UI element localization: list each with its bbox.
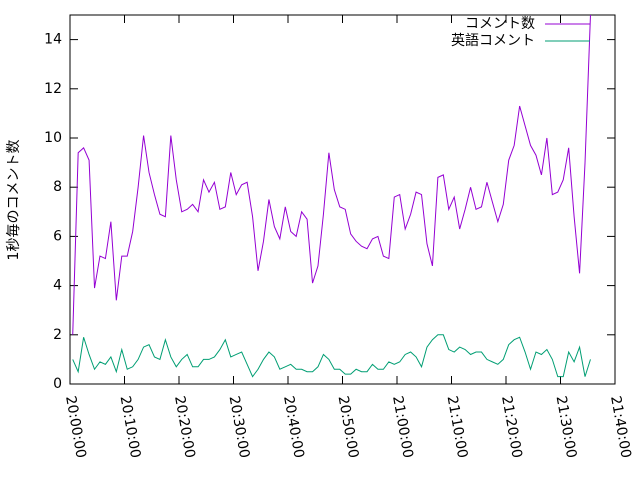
- x-tick-label: 20:20:00: [171, 395, 198, 460]
- x-tick-label: 20:00:00: [62, 395, 89, 460]
- line-series: [72, 14, 591, 335]
- plot-frame: [69, 14, 616, 385]
- line-series: [72, 334, 591, 378]
- x-tick-label: 20:10:00: [117, 395, 144, 460]
- legend-label: コメント数: [465, 16, 535, 32]
- x-tick-label: 21:40:00: [607, 395, 634, 460]
- y-tick-label: 6: [53, 228, 62, 244]
- y-tick-label: 4: [53, 278, 62, 294]
- x-tick-label: 20:30:00: [226, 395, 253, 460]
- y-tick-label: 2: [53, 327, 62, 343]
- y-tick-label: 0: [53, 376, 62, 392]
- y-tick-label: 10: [44, 130, 62, 146]
- y-tick-label: 8: [53, 179, 62, 195]
- x-tick-label: 21:30:00: [553, 395, 580, 460]
- x-tick-label: 20:40:00: [280, 395, 307, 460]
- x-tick-label: 20:50:00: [335, 395, 362, 460]
- x-tick-label: 21:10:00: [444, 395, 471, 460]
- y-tick-label: 12: [44, 81, 62, 97]
- x-tick-label: 21:00:00: [389, 395, 416, 460]
- y-axis-label: 1秒毎のコメント数: [6, 140, 22, 261]
- y-tick-label: 14: [44, 32, 62, 48]
- x-tick-label: 21:20:00: [498, 395, 525, 460]
- legend-label: 英語コメント: [451, 32, 535, 49]
